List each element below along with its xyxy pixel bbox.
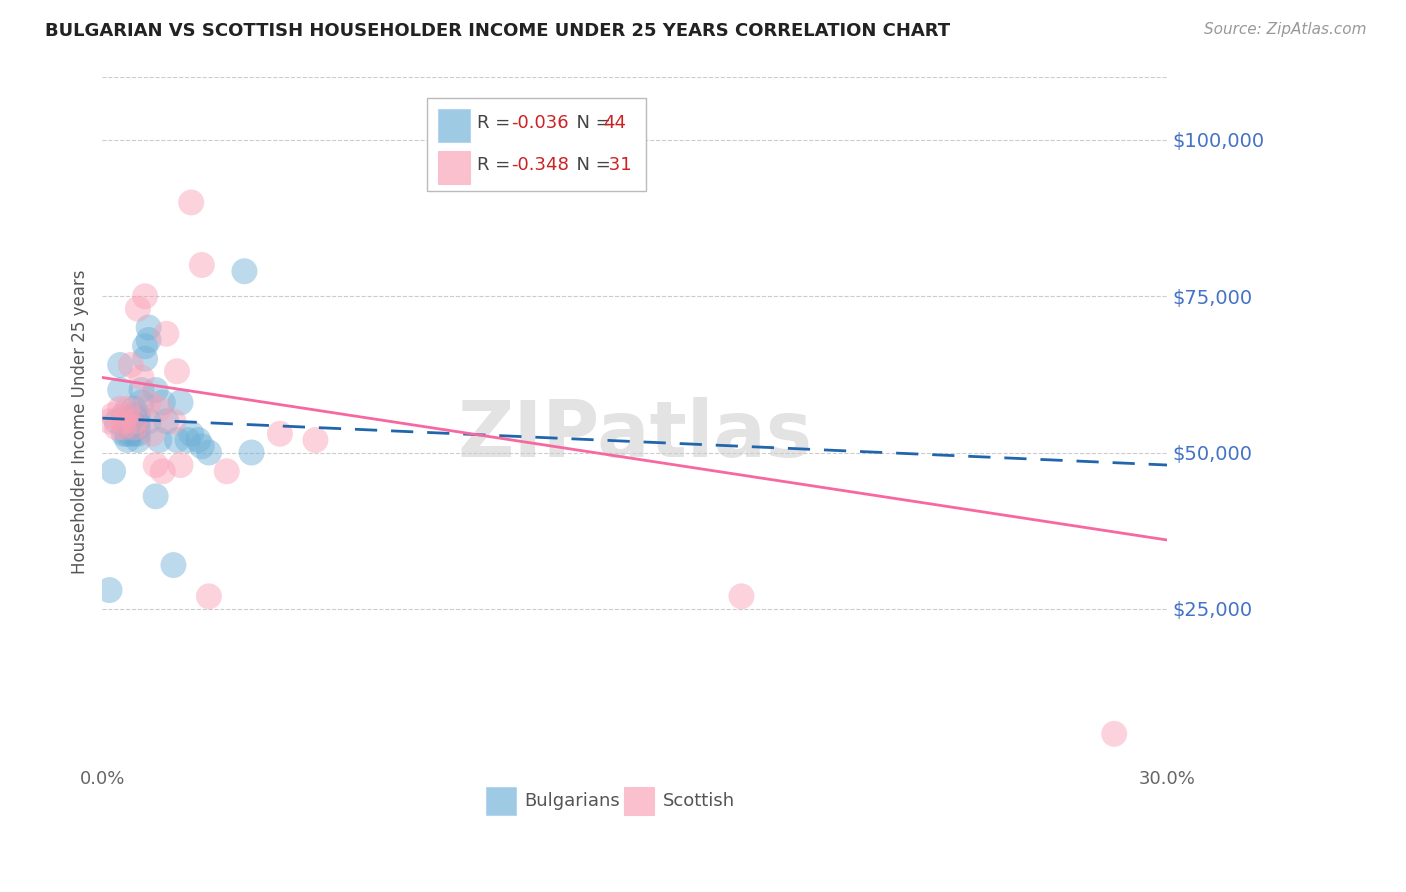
Point — [152, 395, 174, 409]
Point — [191, 439, 214, 453]
Y-axis label: Householder Income Under 25 years: Householder Income Under 25 years — [72, 269, 89, 574]
FancyBboxPatch shape — [437, 110, 470, 143]
Point — [98, 414, 121, 428]
Point — [304, 433, 326, 447]
Point — [131, 370, 153, 384]
Point — [108, 383, 131, 397]
FancyBboxPatch shape — [427, 98, 645, 191]
Point — [187, 433, 209, 447]
Point — [148, 433, 170, 447]
Point — [169, 458, 191, 472]
Point — [134, 339, 156, 353]
Point — [134, 351, 156, 366]
Point — [117, 433, 139, 447]
Point — [166, 433, 188, 447]
Point — [134, 289, 156, 303]
Point — [169, 395, 191, 409]
Text: R =: R = — [477, 156, 516, 174]
Point — [730, 590, 752, 604]
Point — [145, 489, 167, 503]
Text: 31: 31 — [603, 156, 631, 174]
Text: 44: 44 — [603, 114, 626, 132]
Point — [124, 414, 146, 428]
Point — [215, 464, 238, 478]
Point — [127, 433, 149, 447]
Point — [198, 445, 221, 459]
Point — [127, 301, 149, 316]
Point — [269, 426, 291, 441]
Point — [117, 408, 139, 422]
Point — [101, 464, 124, 478]
Point — [105, 420, 128, 434]
Text: ZIPatlas: ZIPatlas — [457, 397, 813, 473]
Point — [112, 414, 135, 428]
Text: BULGARIAN VS SCOTTISH HOUSEHOLDER INCOME UNDER 25 YEARS CORRELATION CHART: BULGARIAN VS SCOTTISH HOUSEHOLDER INCOME… — [45, 22, 950, 40]
Point — [112, 420, 135, 434]
FancyBboxPatch shape — [624, 787, 654, 814]
Point — [138, 320, 160, 334]
Point — [127, 414, 149, 428]
Point — [180, 426, 202, 441]
Point — [162, 558, 184, 572]
Point — [117, 426, 139, 441]
Text: Bulgarians: Bulgarians — [524, 792, 620, 810]
Point — [141, 426, 163, 441]
Point — [124, 414, 146, 428]
Point — [191, 258, 214, 272]
Text: Source: ZipAtlas.com: Source: ZipAtlas.com — [1204, 22, 1367, 37]
Point — [145, 383, 167, 397]
Point — [152, 464, 174, 478]
Point — [148, 401, 170, 416]
Point — [162, 414, 184, 428]
Point — [112, 408, 135, 422]
Point — [120, 358, 142, 372]
Point — [127, 408, 149, 422]
Point — [124, 420, 146, 434]
FancyBboxPatch shape — [486, 787, 516, 814]
Point — [138, 333, 160, 347]
Point — [108, 358, 131, 372]
Text: N =: N = — [565, 156, 616, 174]
Point — [1102, 727, 1125, 741]
Point — [120, 426, 142, 441]
Point — [120, 414, 142, 428]
Text: -0.348: -0.348 — [512, 156, 569, 174]
Point — [155, 414, 177, 428]
Point — [131, 383, 153, 397]
Point — [112, 426, 135, 441]
Point — [101, 408, 124, 422]
Text: N =: N = — [565, 114, 616, 132]
Point — [180, 195, 202, 210]
Point — [127, 420, 149, 434]
Point — [124, 408, 146, 422]
Point — [233, 264, 256, 278]
Text: -0.036: -0.036 — [512, 114, 569, 132]
Point — [131, 395, 153, 409]
Point — [240, 445, 263, 459]
Point — [138, 414, 160, 428]
Point — [176, 433, 198, 447]
Point — [198, 590, 221, 604]
Point — [117, 414, 139, 428]
Point — [120, 420, 142, 434]
Text: R =: R = — [477, 114, 516, 132]
Point — [166, 364, 188, 378]
Point — [145, 458, 167, 472]
Point — [98, 583, 121, 598]
FancyBboxPatch shape — [437, 152, 470, 185]
Point — [108, 401, 131, 416]
Point — [105, 414, 128, 428]
Point — [138, 395, 160, 409]
Text: Scottish: Scottish — [662, 792, 735, 810]
Point — [127, 426, 149, 441]
Point — [124, 426, 146, 441]
Point — [155, 326, 177, 341]
Point — [117, 401, 139, 416]
Point — [124, 401, 146, 416]
